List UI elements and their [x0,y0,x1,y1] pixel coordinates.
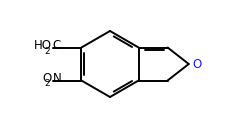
Text: HO: HO [34,39,52,52]
Text: C: C [52,39,61,52]
Text: O: O [193,58,202,71]
Text: 2: 2 [45,79,50,88]
Text: O: O [42,72,52,85]
Text: 2: 2 [45,46,50,55]
Text: N: N [52,72,61,85]
